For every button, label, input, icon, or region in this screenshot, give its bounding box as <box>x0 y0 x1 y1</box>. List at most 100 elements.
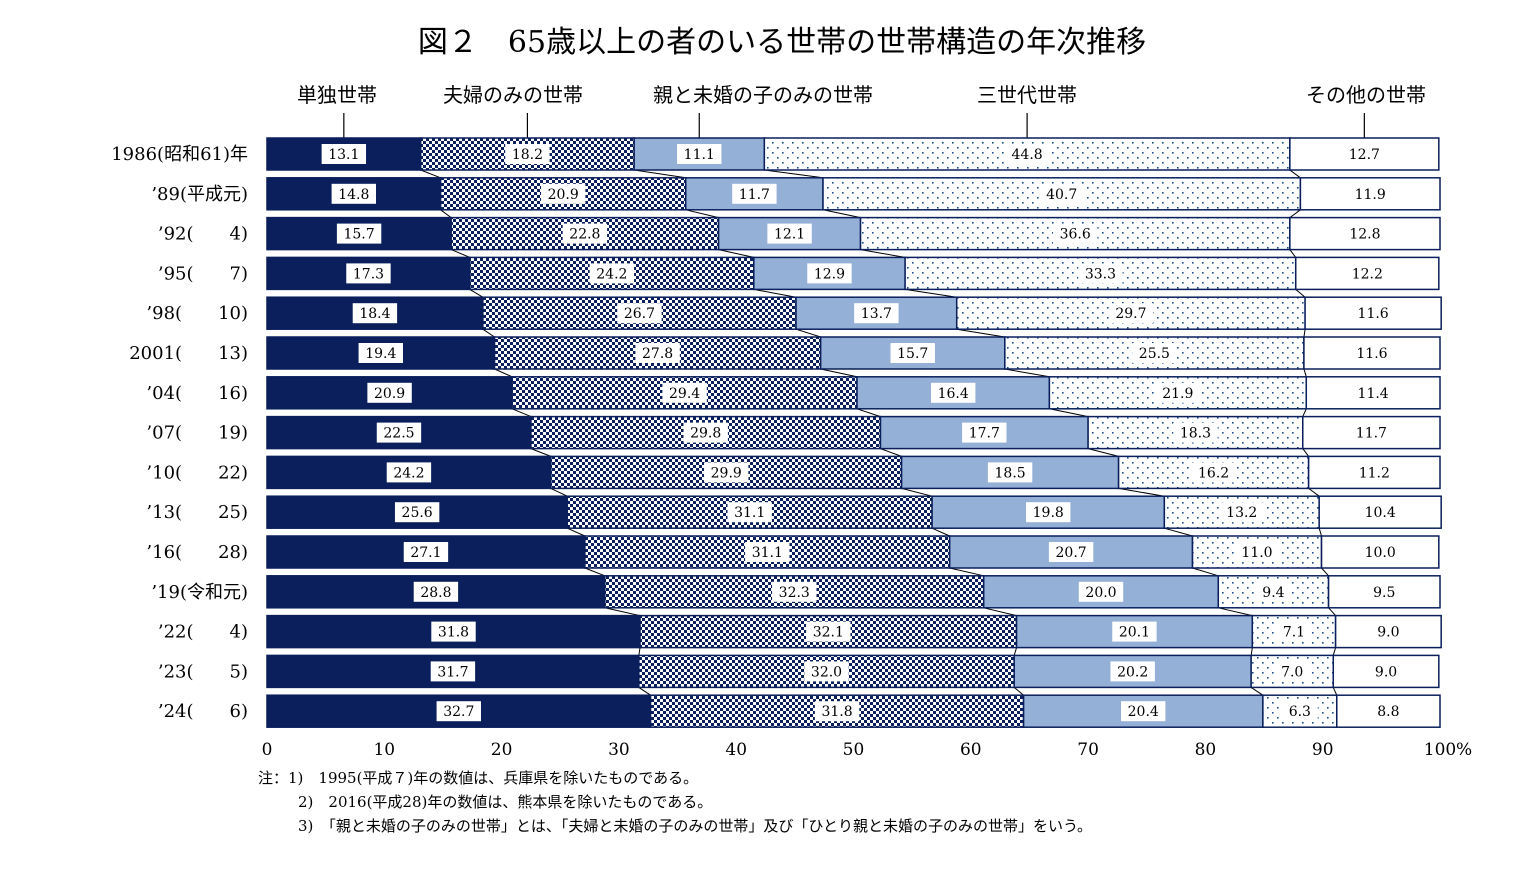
row-label-12: ’22( 4) <box>158 622 248 643</box>
connector-line <box>1303 329 1306 338</box>
value-label-bg <box>403 542 449 562</box>
value-label-bg <box>505 144 550 164</box>
value-label-bg <box>1052 223 1098 244</box>
value-label-couple-6: 29.4 <box>669 386 700 402</box>
value-label-three-generation-10: 11.0 <box>1241 545 1272 561</box>
value-label-bg <box>394 502 440 523</box>
legend-label-couple: 夫婦のみの世帯 <box>443 83 583 107</box>
value-label-bg <box>1348 183 1393 204</box>
row-label-1: ’89(平成元) <box>151 184 248 205</box>
value-label-single-6: 20.9 <box>374 386 405 402</box>
value-label-three-generation-13: 7.0 <box>1281 664 1303 680</box>
connector-line <box>638 647 641 656</box>
value-label-bg <box>413 581 459 602</box>
x-tick-label-50: 50 <box>843 740 865 760</box>
value-label-couple-3: 24.2 <box>596 266 627 282</box>
x-tick-label-90: 90 <box>1312 740 1334 760</box>
connector-line <box>1087 448 1119 457</box>
value-label-other-9: 10.4 <box>1365 505 1396 521</box>
value-label-bg <box>1366 581 1403 602</box>
value-label-bg <box>1112 621 1157 642</box>
connector-line <box>856 408 881 418</box>
value-label-bg <box>683 422 728 443</box>
connector-line <box>1303 368 1307 377</box>
connector-line <box>1118 487 1165 497</box>
value-label-parent-child-10: 20.7 <box>1056 545 1087 561</box>
value-label-single-5: 19.4 <box>365 346 396 362</box>
value-label-three-generation-0: 44.8 <box>1012 147 1043 163</box>
value-label-bg <box>1357 502 1403 523</box>
value-label-bg <box>1368 661 1404 682</box>
value-label-bg <box>1342 144 1387 164</box>
value-label-bg <box>987 462 1033 483</box>
x-tick-label-40: 40 <box>725 740 747 760</box>
row-label-8: ’10( 22) <box>146 462 248 483</box>
value-label-three-generation-5: 25.5 <box>1139 346 1170 362</box>
value-label-bg <box>804 661 849 682</box>
value-label-bg <box>1026 502 1071 523</box>
connector-line <box>469 288 484 298</box>
value-label-bg <box>1370 621 1407 642</box>
x-tick-label-30: 30 <box>608 740 630 760</box>
legend-label-single: 単独世帯 <box>297 83 377 107</box>
value-label-bg <box>1078 263 1123 284</box>
legend-label-other: その他の世帯 <box>1306 83 1426 107</box>
connector-line <box>1321 567 1329 577</box>
connector-line <box>983 607 1017 617</box>
x-tick-label-100: 100 <box>1424 740 1456 760</box>
x-tick-label-20: 20 <box>491 740 513 760</box>
value-label-bg <box>807 263 852 284</box>
connector-line <box>1192 567 1219 577</box>
connector-line <box>901 487 933 497</box>
x-tick-label-0: 0 <box>262 740 273 760</box>
connector-line <box>880 448 902 457</box>
x-tick-label-80: 80 <box>1195 740 1217 760</box>
connector-line <box>685 209 719 219</box>
value-label-bg <box>677 144 722 164</box>
note-3: 3) 「親と未婚の子のみの世帯」とは、「夫婦と未婚の子のみの世帯」及び「ひとり親… <box>298 817 1093 835</box>
value-label-couple-11: 32.3 <box>779 585 810 601</box>
value-label-bg <box>1219 502 1264 523</box>
connector-line <box>1328 607 1336 616</box>
connector-line <box>1318 528 1323 537</box>
value-label-three-generation-2: 36.6 <box>1060 227 1091 243</box>
value-label-three-generation-7: 18.3 <box>1180 426 1211 442</box>
value-label-bg <box>1234 542 1280 562</box>
value-label-bg <box>1108 303 1154 324</box>
x-unit-label: % <box>1456 740 1472 760</box>
value-label-bg <box>814 701 860 722</box>
value-label-three-generation-1: 40.7 <box>1046 187 1077 203</box>
value-label-other-14: 8.8 <box>1377 704 1399 720</box>
value-label-couple-8: 29.9 <box>711 465 742 481</box>
connector-line <box>931 527 950 537</box>
connector-line <box>1013 687 1024 696</box>
value-label-three-generation-11: 9.4 <box>1262 585 1284 601</box>
row-label-7: ’07( 19) <box>146 423 248 444</box>
value-label-other-10: 10.0 <box>1365 545 1396 561</box>
value-label-other-6: 11.4 <box>1358 386 1389 402</box>
value-label-parent-child-0: 11.1 <box>684 147 715 163</box>
value-label-bg <box>1191 462 1236 483</box>
connector-line <box>634 169 686 179</box>
row-label-5: 2001( 13) <box>129 343 248 364</box>
value-label-other-8: 11.2 <box>1359 465 1390 481</box>
value-label-bg <box>431 621 476 642</box>
value-label-bg <box>1110 661 1155 682</box>
connector-line <box>1295 289 1306 298</box>
connector-line <box>638 686 651 696</box>
connector-line <box>795 328 821 338</box>
connector-line <box>1308 487 1320 497</box>
value-label-bg <box>1342 223 1388 244</box>
connector-line <box>530 448 552 457</box>
connector-line <box>584 567 606 577</box>
connector-line <box>764 169 824 179</box>
value-label-parent-child-13: 20.2 <box>1117 664 1148 680</box>
bar-single-1 <box>266 177 442 211</box>
value-label-other-5: 11.6 <box>1356 346 1387 362</box>
value-label-three-generation-12: 7.1 <box>1283 625 1305 641</box>
row-label-10: ’16( 28) <box>146 542 248 563</box>
row-label-6: ’04( 16) <box>146 383 248 404</box>
value-label-single-13: 31.7 <box>437 664 468 680</box>
value-label-couple-1: 20.9 <box>548 187 579 203</box>
value-label-bg <box>1132 343 1177 363</box>
